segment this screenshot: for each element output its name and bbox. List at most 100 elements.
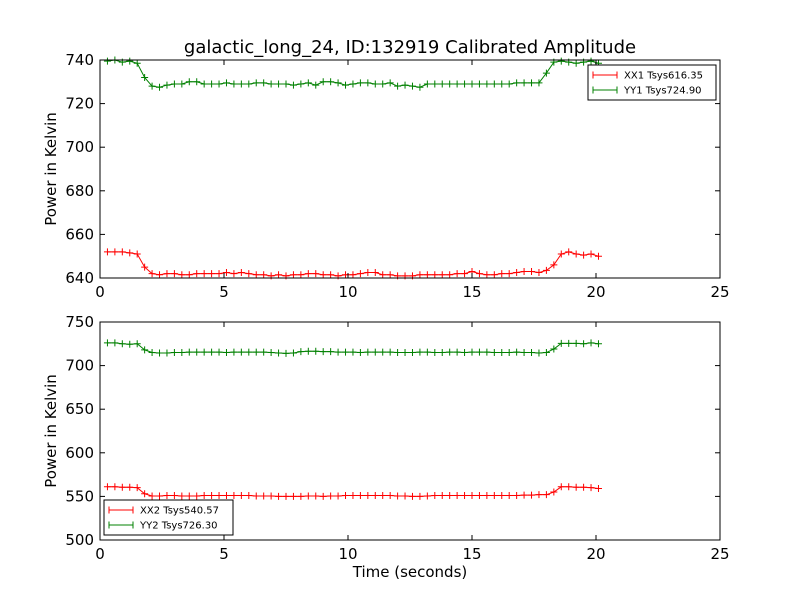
legend-label: YY2 Tsys726.30 — [139, 521, 218, 532]
data-point-marker — [498, 349, 506, 357]
data-point-marker — [416, 492, 424, 500]
data-point-marker — [267, 349, 275, 357]
data-point-marker — [103, 57, 111, 65]
plot-frame — [99, 59, 721, 279]
data-point-marker — [260, 271, 268, 279]
x-tick-label: 15 — [462, 283, 481, 301]
data-point-marker — [438, 271, 446, 279]
data-point-marker — [438, 349, 446, 357]
data-point-marker — [133, 250, 141, 258]
x-tick-label: 0 — [95, 545, 105, 563]
data-point-marker — [215, 80, 223, 88]
data-point-marker — [237, 269, 245, 277]
data-point-marker — [356, 79, 364, 87]
data-point-marker — [594, 485, 602, 493]
data-point-marker — [282, 349, 290, 357]
data-point-marker — [572, 483, 580, 491]
data-point-marker — [423, 80, 431, 88]
data-point-marker — [275, 80, 283, 88]
x-tick-label: 5 — [219, 283, 229, 301]
data-point-marker — [312, 270, 320, 278]
chart-title: galactic_long_24, ID:132919 Calibrated A… — [184, 37, 636, 58]
y-tick-label: 680 — [65, 182, 94, 200]
data-point-marker — [193, 78, 201, 86]
data-point-marker — [542, 69, 550, 77]
data-point-marker — [483, 348, 491, 356]
data-point-marker — [386, 492, 394, 500]
data-point-marker — [282, 80, 290, 88]
data-point-marker — [520, 79, 528, 87]
y-tick-label: 750 — [65, 313, 94, 331]
data-point-marker — [580, 251, 588, 259]
data-point-marker — [379, 348, 387, 356]
data-point-marker — [170, 270, 178, 278]
data-point-marker — [156, 492, 164, 500]
data-point-marker — [230, 492, 238, 500]
data-point-marker — [587, 484, 595, 492]
data-point-marker — [297, 492, 305, 500]
series-xx1 — [103, 248, 602, 280]
x-tick-label: 20 — [586, 545, 605, 563]
data-point-marker — [505, 349, 513, 357]
data-point-marker — [237, 80, 245, 88]
data-point-marker — [237, 348, 245, 356]
data-point-marker — [222, 492, 230, 500]
data-point-marker — [193, 270, 201, 278]
data-point-marker — [453, 270, 461, 278]
data-point-marker — [453, 348, 461, 356]
data-point-marker — [356, 270, 364, 278]
data-point-marker — [528, 349, 536, 357]
data-point-marker — [416, 348, 424, 356]
data-point-marker — [245, 270, 253, 278]
data-point-marker — [483, 271, 491, 279]
data-point-marker — [408, 492, 416, 500]
data-point-marker — [520, 491, 528, 499]
data-point-marker — [275, 271, 283, 279]
data-point-marker — [379, 271, 387, 279]
data-point-marker — [163, 349, 171, 357]
data-point-marker — [371, 492, 379, 500]
data-point-marker — [260, 492, 268, 500]
data-point-marker — [208, 270, 216, 278]
data-point-marker — [483, 492, 491, 500]
data-point-marker — [215, 270, 223, 278]
data-point-marker — [453, 80, 461, 88]
data-point-marker — [245, 492, 253, 500]
data-point-marker — [252, 271, 260, 279]
data-point-marker — [542, 266, 550, 274]
data-point-marker — [222, 79, 230, 87]
data-point-marker — [349, 80, 357, 88]
data-point-marker — [490, 80, 498, 88]
data-point-marker — [319, 348, 327, 356]
data-point-marker — [185, 492, 193, 500]
data-point-marker — [289, 349, 297, 357]
data-point-marker — [245, 348, 253, 356]
data-point-marker — [133, 59, 141, 67]
data-point-marker — [327, 492, 335, 500]
legend-box — [103, 499, 234, 536]
y-tick-label: 600 — [65, 444, 94, 462]
data-point-marker — [513, 269, 521, 277]
data-point-marker — [141, 490, 149, 498]
data-point-marker — [267, 492, 275, 500]
top-chart: 0 5 10 15 20 25 640 660 680 700 720 740 Power in Kel… — [42, 51, 730, 301]
data-point-marker — [163, 270, 171, 278]
data-point-marker — [498, 270, 506, 278]
data-point-marker — [364, 348, 372, 356]
data-point-marker — [453, 492, 461, 500]
data-point-marker — [111, 483, 119, 491]
data-point-marker — [461, 80, 469, 88]
data-point-marker — [401, 492, 409, 500]
data-point-marker — [148, 492, 156, 500]
data-point-marker — [364, 492, 372, 500]
data-point-marker — [431, 80, 439, 88]
data-point-marker — [468, 80, 476, 88]
data-point-marker — [208, 492, 216, 500]
data-point-marker — [542, 349, 550, 357]
data-point-marker — [505, 270, 513, 278]
data-point-marker — [327, 271, 335, 279]
data-point-marker — [252, 492, 260, 500]
data-point-marker — [289, 492, 297, 500]
data-point-marker — [461, 349, 469, 357]
